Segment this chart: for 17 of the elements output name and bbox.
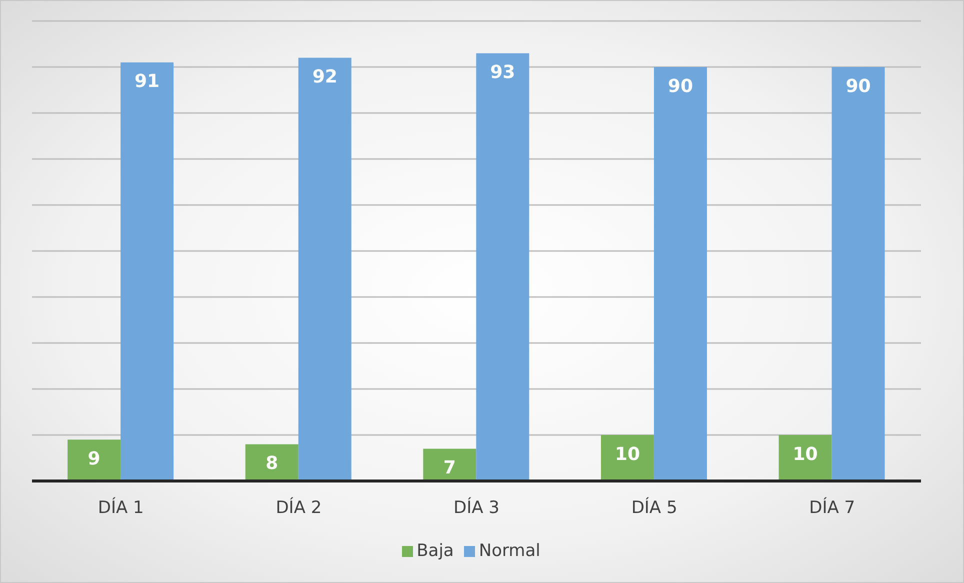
data-label: 90 bbox=[668, 76, 693, 97]
x-tick-label: DÍA 1 bbox=[98, 497, 144, 518]
x-tick-label: DÍA 3 bbox=[454, 497, 500, 518]
data-label: 9 bbox=[88, 448, 100, 470]
data-label: 10 bbox=[792, 444, 818, 465]
data-label: 91 bbox=[134, 71, 160, 92]
data-label: 90 bbox=[846, 76, 871, 97]
x-tick-label: DÍA 5 bbox=[631, 497, 678, 518]
x-tick-label: DÍA 7 bbox=[809, 497, 856, 518]
data-label: 8 bbox=[266, 452, 278, 474]
legend-label: Baja bbox=[416, 541, 454, 561]
legend-label: Normal bbox=[478, 541, 540, 561]
data-label: 10 bbox=[614, 444, 640, 465]
data-label: 92 bbox=[312, 66, 338, 88]
data-label: 7 bbox=[443, 458, 456, 479]
data-label: 93 bbox=[490, 62, 516, 83]
x-tick-label: DÍA 2 bbox=[276, 497, 322, 518]
